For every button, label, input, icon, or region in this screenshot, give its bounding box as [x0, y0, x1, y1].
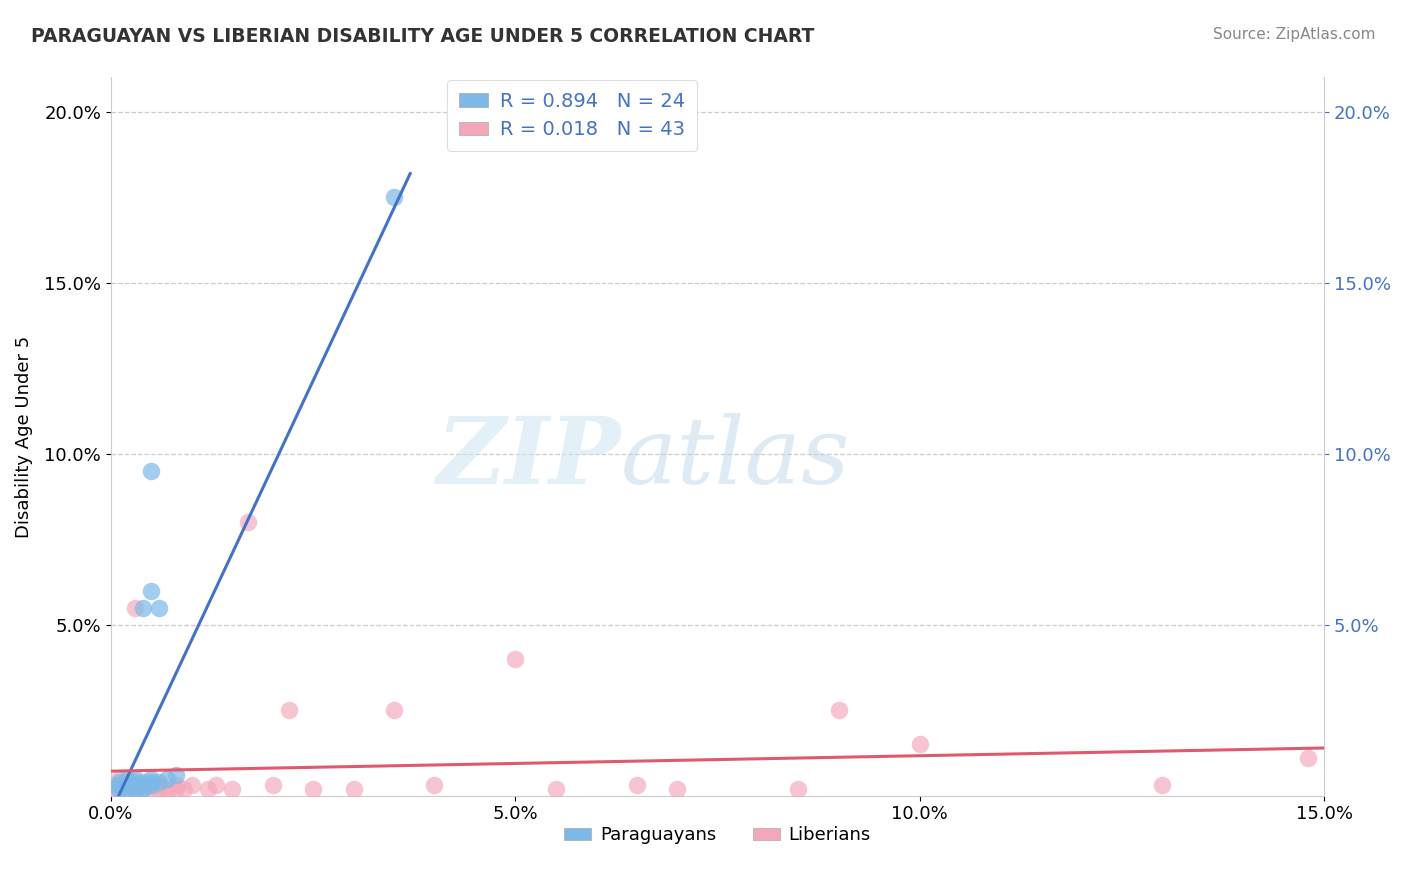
Point [124, 775, 146, 789]
Point [141, 779, 163, 793]
Point [165, 781, 187, 796]
Text: PARAGUAYAN VS LIBERIAN DISABILITY AGE UNDER 5 CORRELATION CHART: PARAGUAYAN VS LIBERIAN DISABILITY AGE UN… [31, 27, 814, 45]
Point [908, 738, 931, 752]
Point [165, 768, 187, 782]
Point [205, 779, 228, 793]
Point [115, 781, 138, 796]
Point [108, 779, 131, 793]
Point [342, 781, 364, 796]
Text: Source: ZipAtlas.com: Source: ZipAtlas.com [1212, 27, 1375, 42]
Point [197, 781, 219, 796]
Point [141, 464, 163, 478]
Point [262, 779, 284, 793]
Point [787, 781, 810, 796]
Point [124, 781, 146, 796]
Legend: R = 0.894   N = 24, R = 0.018   N = 43: R = 0.894 N = 24, R = 0.018 N = 43 [447, 80, 696, 151]
Point [141, 779, 163, 793]
Point [108, 775, 131, 789]
Point [180, 779, 202, 793]
Point [165, 779, 187, 793]
Point [141, 583, 163, 598]
Point [238, 515, 260, 529]
Point [423, 779, 446, 793]
Text: atlas: atlas [620, 413, 851, 503]
Point [544, 781, 567, 796]
Point [108, 779, 131, 793]
Point [148, 779, 170, 793]
Y-axis label: Disability Age Under 5: Disability Age Under 5 [15, 335, 32, 538]
Point [124, 600, 146, 615]
Point [382, 703, 405, 717]
Point [132, 779, 155, 793]
Text: ZIP: ZIP [436, 413, 620, 503]
Point [124, 785, 146, 799]
Point [132, 600, 155, 615]
Point [156, 781, 179, 796]
Point [124, 779, 146, 793]
Point [108, 785, 131, 799]
Point [124, 779, 146, 793]
Point [156, 785, 179, 799]
Point [221, 781, 243, 796]
Point [108, 772, 131, 786]
Point [173, 781, 195, 796]
Point [141, 772, 163, 786]
Point [124, 772, 146, 786]
Point [1152, 779, 1174, 793]
Point [132, 781, 155, 796]
Point [302, 781, 325, 796]
Point [115, 775, 138, 789]
Point [382, 190, 405, 204]
Point [108, 781, 131, 796]
Point [141, 775, 163, 789]
Point [124, 781, 146, 796]
Point [148, 781, 170, 796]
Point [277, 703, 299, 717]
Point [115, 772, 138, 786]
Point [108, 781, 131, 796]
Point [132, 775, 155, 789]
Point [115, 779, 138, 793]
Point [141, 781, 163, 796]
Point [1296, 751, 1319, 765]
Point [148, 775, 170, 789]
Point [626, 779, 648, 793]
Point [148, 600, 170, 615]
Point [115, 779, 138, 793]
Point [505, 652, 527, 666]
Point [666, 781, 689, 796]
Point [115, 785, 138, 799]
Point [132, 779, 155, 793]
Point [828, 703, 851, 717]
Point [156, 772, 179, 786]
Point [132, 781, 155, 796]
Point [115, 781, 138, 796]
